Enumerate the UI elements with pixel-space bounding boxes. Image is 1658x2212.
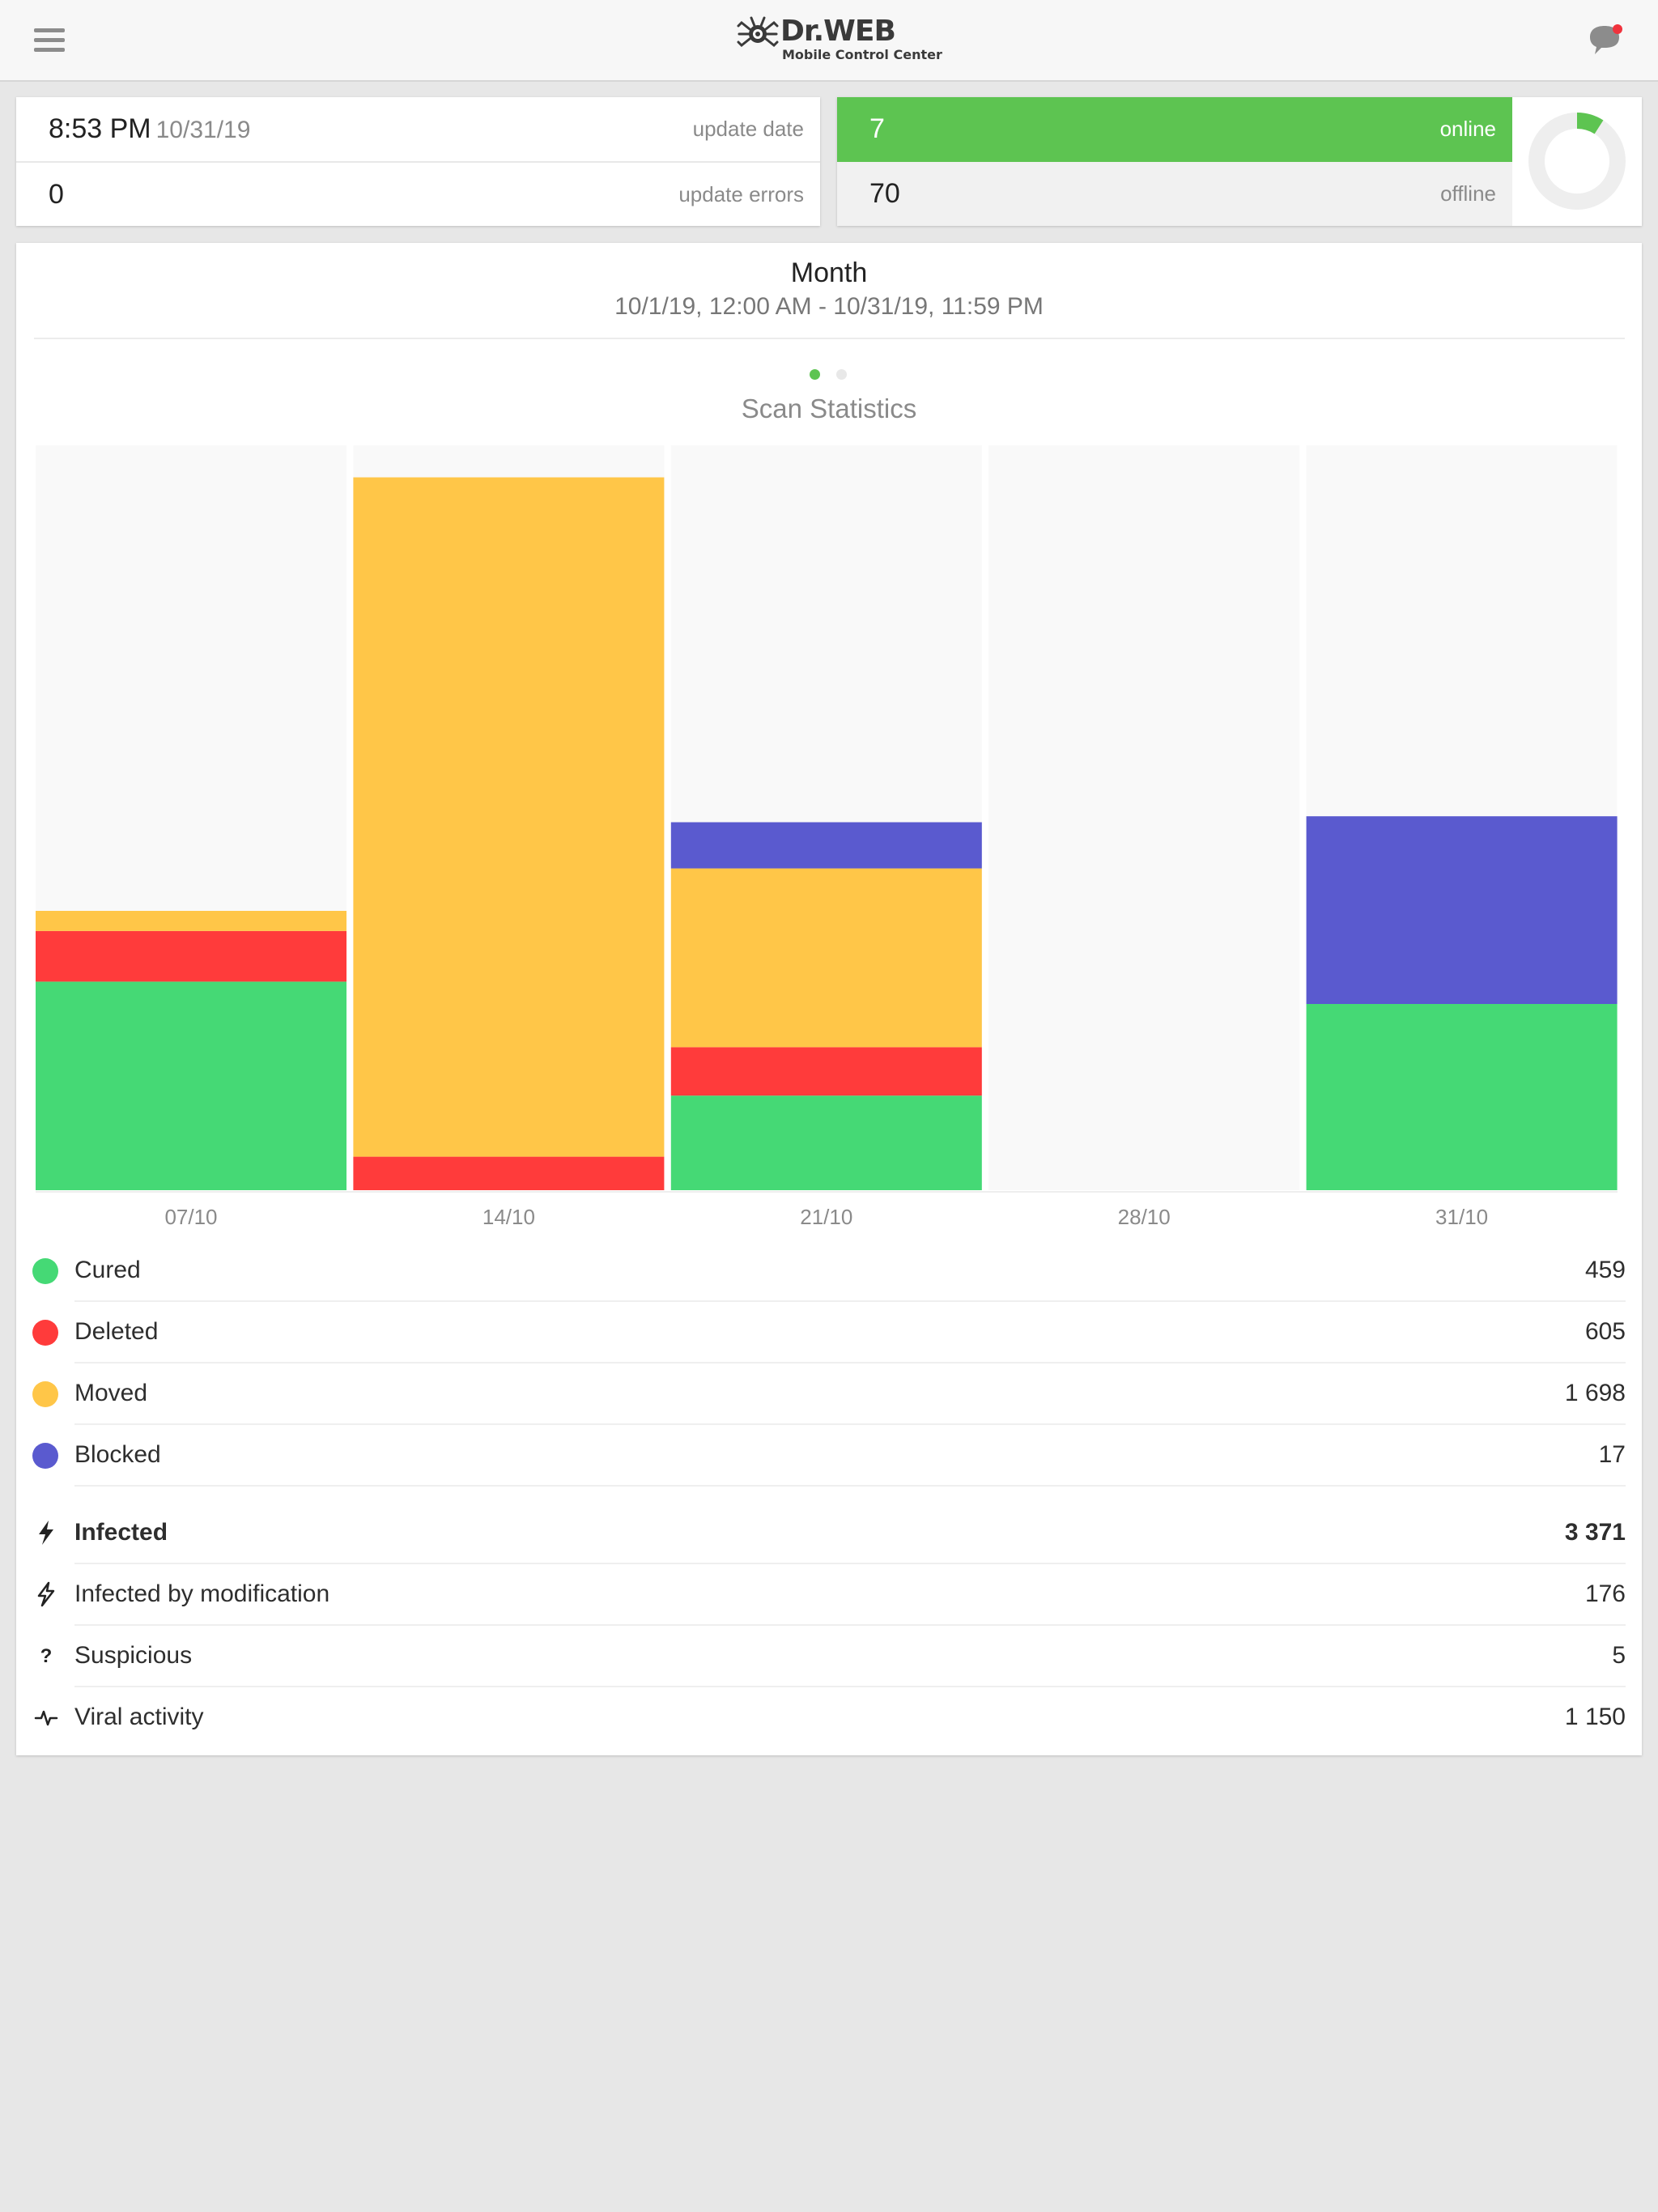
lightning-outline-icon: [34, 1580, 58, 1608]
divider: [34, 338, 1625, 339]
divider: [74, 1485, 1626, 1487]
online-count: 7: [869, 113, 885, 144]
question-icon: ?: [34, 1642, 58, 1670]
legend-label: Blocked: [74, 1441, 161, 1468]
app-logo: Dr.WEB Mobile Control Center: [737, 15, 942, 65]
bar-segment-cured[interactable]: [1306, 1004, 1618, 1190]
divider: [74, 1362, 1626, 1363]
devices-card[interactable]: 7 online 70 offline: [837, 97, 1642, 226]
threat-item-viral-activity[interactable]: Viral activity 1 150: [16, 1687, 1642, 1749]
update-errors-value: 0: [49, 179, 64, 210]
page-indicator[interactable]: [810, 369, 858, 381]
divider: [74, 1686, 1626, 1687]
period-range[interactable]: 10/1/19, 12:00 AM - 10/31/19, 11:59 PM: [614, 293, 1044, 320]
legend-value: 1 698: [1564, 1380, 1626, 1406]
legend-item-blocked[interactable]: Blocked 17: [16, 1425, 1642, 1487]
threat-item-infected-by-modification[interactable]: Infected by modification 176: [16, 1564, 1642, 1626]
legend-color-dot: [32, 1381, 58, 1407]
bar-background: [988, 445, 1300, 1190]
bar-segment-blocked[interactable]: [670, 822, 982, 869]
svg-text:?: ?: [40, 1645, 53, 1667]
update-errors-label: update errors: [678, 182, 804, 206]
threat-value: 3 371: [1564, 1519, 1626, 1546]
update-errors-row: 0 update errors: [16, 163, 820, 227]
threat-item-suspicious[interactable]: ? Suspicious 5: [16, 1626, 1642, 1687]
threat-label: Suspicious: [74, 1642, 193, 1669]
brand-subtitle: Mobile Control Center: [782, 47, 942, 62]
offline-label: offline: [1440, 181, 1496, 206]
online-row[interactable]: 7 online: [837, 97, 1512, 162]
offline-row[interactable]: 70 offline: [837, 162, 1512, 226]
legend-color-dot: [32, 1258, 58, 1284]
spider-logo-icon: [737, 16, 779, 48]
legend-item-deleted[interactable]: Deleted 605: [16, 1302, 1642, 1363]
threat-value: 5: [1612, 1642, 1626, 1669]
threat-label: Infected by modification: [74, 1580, 330, 1607]
legend-color-dot: [32, 1320, 58, 1346]
online-label: online: [1439, 117, 1496, 141]
donut-offline-ring: [1528, 113, 1626, 210]
update-date-row: 8:53 PM 10/31/19 update date: [16, 97, 820, 161]
notification-dot: [1613, 24, 1622, 34]
x-tick-label: 21/10: [800, 1205, 852, 1229]
page-dot-inactive[interactable]: [836, 369, 847, 380]
offline-count: 70: [869, 178, 900, 209]
legend-label: Cured: [74, 1257, 141, 1283]
divider: [74, 1300, 1626, 1302]
hamburger-icon[interactable]: [34, 27, 66, 53]
update-date: 10/31/19: [155, 117, 251, 143]
threat-label: Viral activity: [74, 1704, 204, 1730]
chart-title: Scan Statistics: [741, 393, 917, 423]
threat-label: Infected: [74, 1519, 168, 1546]
legend-label: Deleted: [74, 1318, 159, 1345]
update-date-label: update date: [692, 117, 804, 141]
legend-color-dot: [32, 1443, 58, 1469]
x-tick-label: 31/10: [1435, 1205, 1488, 1229]
brand-name: Dr.WEB: [780, 15, 896, 48]
top-bar: Dr.WEB Mobile Control Center: [0, 0, 1658, 82]
bar-segment-cured[interactable]: [670, 1095, 982, 1190]
bar-segment-moved[interactable]: [353, 477, 665, 1157]
divider: [74, 1624, 1626, 1626]
update-time: 8:53 PM: [49, 113, 151, 144]
x-tick-label: 14/10: [483, 1205, 535, 1229]
bar-segment-moved[interactable]: [36, 911, 346, 931]
bar-segment-moved[interactable]: [670, 868, 982, 1048]
page-dot-active[interactable]: [810, 369, 820, 380]
scan-statistics-chart[interactable]: 07/10 14/10 21/10 28/10 31/10: [16, 243, 1642, 1240]
bar-segment-deleted[interactable]: [670, 1047, 982, 1096]
x-tick-label: 28/10: [1118, 1205, 1171, 1229]
threat-value: 176: [1584, 1580, 1626, 1607]
period-title[interactable]: Month: [790, 257, 868, 288]
bar-segment-deleted[interactable]: [36, 930, 346, 982]
legend-value: 605: [1584, 1318, 1626, 1345]
x-tick-label: 07/10: [164, 1205, 217, 1229]
pulse-icon: [34, 1704, 58, 1731]
statistics-list: Cured 459 Deleted 605 Moved 1 698 Blocked 17 In…: [16, 1240, 1642, 1749]
statistics-card: Month 10/1/19, 12:00 AM - 10/31/19, 11:5…: [16, 243, 1642, 1755]
devices-donut-chart: [1512, 97, 1642, 226]
bar-segment-blocked[interactable]: [1306, 816, 1618, 1004]
donut-online-arc: [1576, 113, 1604, 134]
divider: [16, 161, 820, 163]
lightning-icon: [34, 1519, 58, 1546]
update-card: 8:53 PM 10/31/19 update date 0 update err…: [16, 97, 820, 226]
legend-item-cured[interactable]: Cured 459: [16, 1240, 1642, 1302]
divider: [74, 1423, 1626, 1425]
legend-value: 459: [1584, 1257, 1626, 1283]
bar-segment-deleted[interactable]: [353, 1156, 665, 1190]
threat-item-infected[interactable]: Infected 3 371: [16, 1503, 1642, 1564]
legend-item-moved[interactable]: Moved 1 698: [16, 1363, 1642, 1425]
divider: [74, 1563, 1626, 1564]
threat-value: 1 150: [1564, 1704, 1626, 1730]
bar-segment-cured[interactable]: [36, 981, 346, 1190]
legend-label: Moved: [74, 1380, 148, 1406]
chat-bubble-icon[interactable]: [1587, 21, 1626, 60]
legend-value: 17: [1598, 1441, 1626, 1468]
